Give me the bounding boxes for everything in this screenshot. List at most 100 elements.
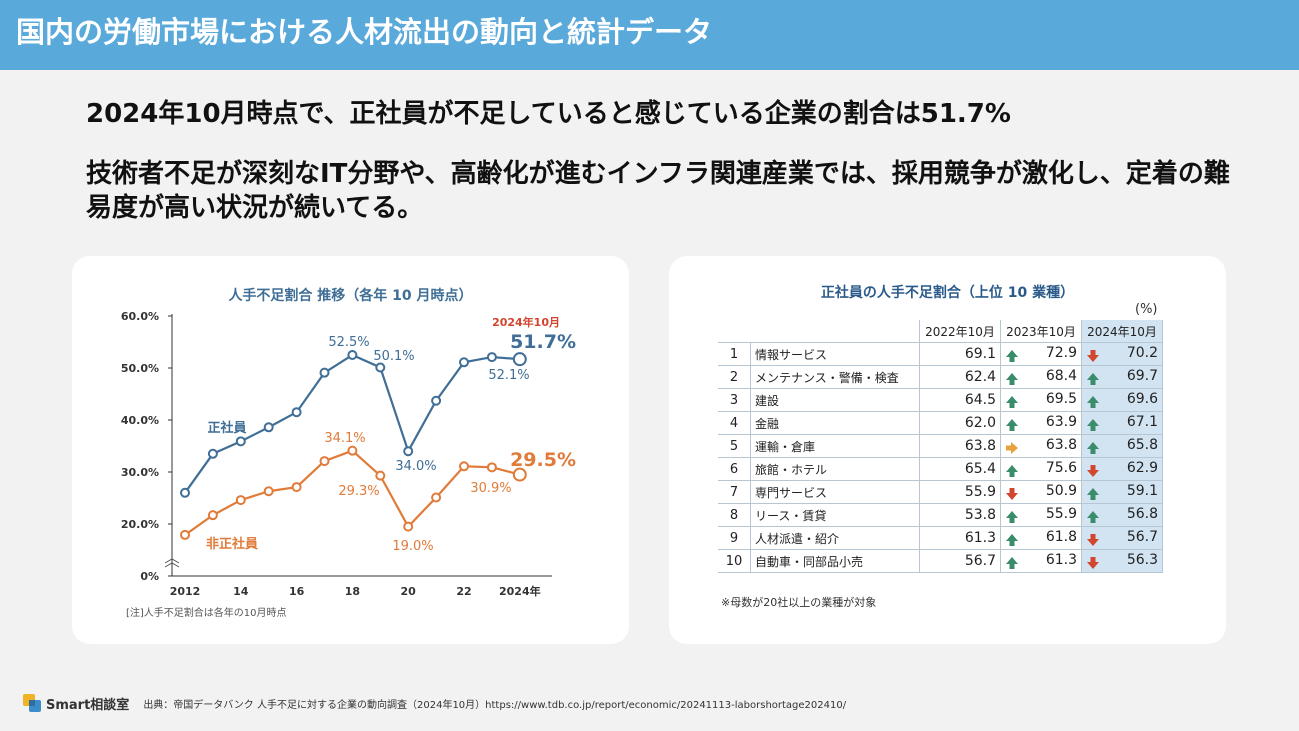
industry-name: 自動車・同部品小売 [750,549,920,573]
value-text: 56.8 [1126,506,1158,522]
data-label: 19.0% [392,539,433,554]
table-header-row: 2022年10月 2023年10月 2024年10月 [718,320,1163,343]
data-point [431,492,442,503]
footer: Smart相談室 出典：帝国データバンク 人手不足に対する企業の動向調査（202… [22,690,846,716]
industry-name: 専門サービス [750,480,920,504]
source-citation: 出典：帝国データバンク 人手不足に対する企業の動向調査（2024年10月）htt… [143,699,847,711]
rank-number: 4 [718,411,751,435]
value-text: 61.8 [1045,529,1077,545]
data-point [263,422,274,433]
brand-logo: Smart相談室 [22,693,129,713]
x-tick-label: 2012 [170,585,201,598]
value-2024: 65.8 [1081,434,1163,458]
table-row: 5 運輸・倉庫 63.8 63.8 65.8 [718,434,1163,458]
data-label-latest-seishain: 51.7% [510,331,576,353]
value-2023: 50.9 [1000,480,1082,504]
series-label-hiseishain: 非正社員 [206,536,258,552]
value-2022: 53.8 [919,503,1001,527]
value-text: 64.5 [964,392,996,408]
value-text: 68.4 [1045,368,1077,384]
value-text: 63.8 [1045,437,1077,453]
value-text: 61.3 [1045,552,1077,568]
value-2022: 64.5 [919,388,1001,412]
arrow-up-icon [1005,510,1019,524]
data-point [180,529,190,540]
value-text: 62.9 [1126,460,1158,476]
table-title: 正社員の人手不足割合（上位 10 業種） [820,285,1075,301]
x-tick-label: 2024年 [499,584,541,598]
rank-number: 7 [718,480,751,504]
value-text: 50.9 [1045,483,1077,499]
value-2023: 69.5 [1000,388,1082,412]
page-header: 国内の労働市場における人材流出の動向と統計データ [0,0,1299,70]
rank-number: 9 [718,526,751,550]
data-point [180,487,190,498]
value-text: 70.2 [1126,345,1158,361]
value-2024: 62.9 [1081,457,1163,481]
rank-number: 8 [718,503,751,527]
table-unit: (%) [1135,302,1158,317]
value-text: 62.0 [964,415,996,431]
data-point [235,436,246,447]
y-tick-label: 40.0% [121,414,159,427]
data-label: 50.1% [373,349,414,364]
table-row: 1 情報サービス 69.1 72.9 70.2 [718,342,1163,366]
value-2024: 67.1 [1081,411,1163,435]
value-2022: 63.8 [919,434,1001,458]
value-2023: 63.8 [1000,434,1082,458]
value-text: 65.8 [1126,437,1158,453]
data-label: 34.1% [324,431,365,446]
arrow-up-icon [1086,418,1100,432]
ranking-table: 2022年10月 2023年10月 2024年10月 1 情報サービス 69.1 72… [718,320,1163,573]
industry-name: 運輸・倉庫 [750,434,920,458]
data-point [263,486,274,497]
arrow-up-icon [1086,441,1100,455]
y-tick-label: 60.0% [121,310,159,323]
value-2022: 55.9 [919,480,1001,504]
value-2023: 75.6 [1000,457,1082,481]
arrow-up-icon [1005,533,1019,547]
data-label: 34.0% [395,459,436,474]
data-point [375,362,386,373]
value-text: 56.7 [1126,529,1158,545]
data-point [291,407,302,418]
column-header-2022: 2022年10月 [919,320,1001,343]
arrow-down-icon [1086,533,1100,547]
industry-name: メンテナンス・警備・検査 [750,365,920,389]
series-label-seishain: 正社員 [207,420,246,436]
value-2023: 72.9 [1000,342,1082,366]
data-point [403,446,414,457]
value-2023: 61.8 [1000,526,1082,550]
value-text: 72.9 [1045,345,1077,361]
value-text: 56.7 [964,553,996,569]
y-tick-label: 50.0% [121,362,159,375]
value-text: 56.3 [1126,552,1158,568]
data-label: 30.9% [470,481,511,496]
data-point [207,510,218,521]
value-2022: 65.4 [919,457,1001,481]
arrow-up-icon [1005,556,1019,570]
rank-number: 5 [718,434,751,458]
table-note: ※母数が20社以上の業種が対象 [721,596,877,609]
rank-number: 3 [718,388,751,412]
value-2024: 70.2 [1081,342,1163,366]
value-text: 69.1 [964,346,996,362]
latest-period-label: 2024年10月 [492,315,560,329]
column-header-2023: 2023年10月 [1000,320,1082,343]
table-row: 6 旅館・ホテル 65.4 75.6 62.9 [718,457,1163,481]
arrow-down-icon [1086,556,1100,570]
value-text: 63.9 [1045,414,1077,430]
x-tick-label: 14 [233,585,249,598]
data-point [375,470,386,481]
industry-name: 旅館・ホテル [750,457,920,481]
value-2023: 68.4 [1000,365,1082,389]
value-text: 69.6 [1126,391,1158,407]
arrow-up-icon [1086,510,1100,524]
table-header-blank [718,320,920,343]
value-2024: 56.8 [1081,503,1163,527]
ranking-table-panel: 正社員の人手不足割合（上位 10 業種） (%) 2022年10月 2023年1… [669,256,1226,644]
arrow-up-icon [1005,418,1019,432]
data-point [486,352,497,363]
column-header-2024: 2024年10月 [1081,320,1163,343]
value-2024: 59.1 [1081,480,1163,504]
